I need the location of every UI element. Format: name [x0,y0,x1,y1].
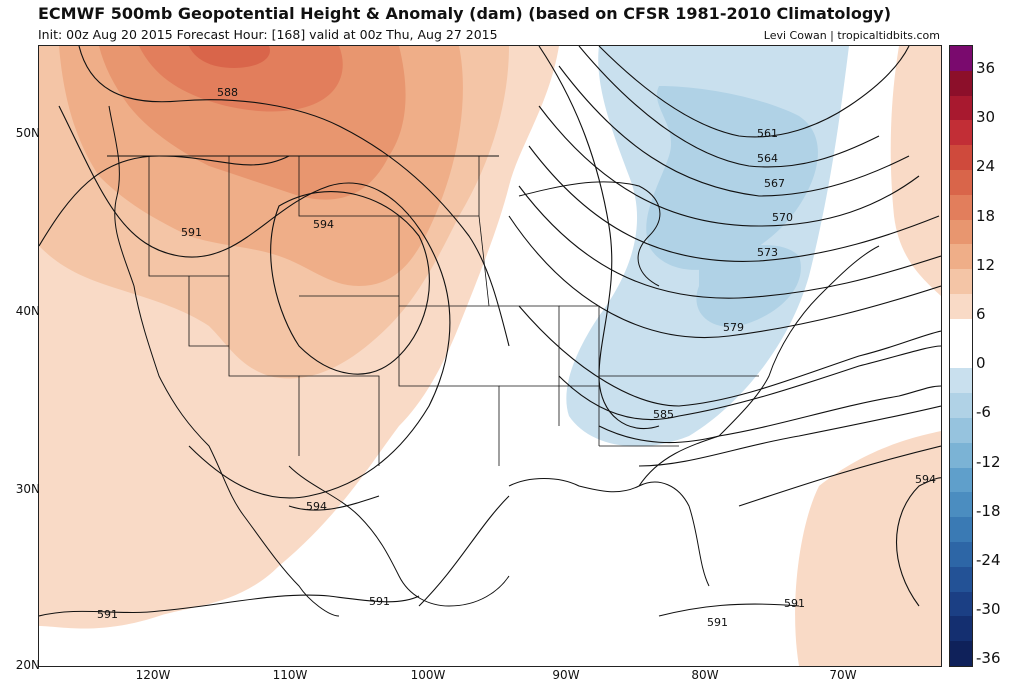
lon-label: 90W [552,668,580,682]
negative-anomaly-shading [566,46,849,447]
lat-label: 30N [15,482,40,496]
contour-label: 588 [217,86,238,99]
forecast-info: Init: 00z Aug 20 2015 Forecast Hour: [16… [38,27,498,42]
colorbar-label: 12 [976,255,996,274]
colorbar-label: -36 [976,649,1001,668]
colorbar-segment [950,492,972,518]
contour-label: 561 [757,127,778,140]
colorbar-segment [950,120,972,146]
contour-label: 591 [97,608,118,621]
colorbar-label: 24 [976,157,996,176]
colorbar-segment [950,219,972,245]
contour-label: 591 [784,597,805,610]
height-contours [39,46,941,617]
colorbar-label: -18 [976,501,1001,520]
colorbar-segment [950,318,972,344]
lon-label: 110W [272,668,308,682]
map-panel: 588 591 594 561 564 567 570 573 579 585 … [38,45,942,667]
colorbar-segment [950,70,972,96]
colorbar-segment [950,517,972,542]
colorbar-segment [950,541,972,567]
coastlines [107,105,880,617]
map-svg: 588 591 594 561 564 567 570 573 579 585 … [39,46,941,666]
colorbar-segment [950,244,972,270]
colorbar-label: -24 [976,551,1001,570]
colorbar-label: -6 [976,403,991,422]
contour-label: 564 [757,152,778,165]
contour-label: 594 [306,500,327,513]
colorbar [949,45,973,667]
colorbar-segment [950,591,972,617]
colorbar-label: 18 [976,206,996,225]
lat-label: 50N [15,126,40,140]
contour-label: 585 [653,408,674,421]
lat-label: 20N [15,658,40,672]
colorbar-segment [950,194,972,220]
colorbar-segment [950,95,972,121]
colorbar-segment [950,566,972,592]
contour-label: 579 [723,321,744,334]
contour-label: 594 [313,218,334,231]
colorbar-label: -12 [976,452,1001,471]
contour-label: 570 [772,211,793,224]
contour-label: 594 [915,473,936,486]
colorbar-segment [950,368,972,394]
lat-label: 40N [15,304,40,318]
colorbar-segment [950,145,972,170]
colorbar-segment [950,169,972,195]
contour-label: 591 [181,226,202,239]
colorbar-segment [950,417,972,443]
colorbar-label: 6 [976,305,986,324]
contour-label: 591 [707,616,728,629]
colorbar-segment [950,46,972,71]
colorbar-segment [950,616,972,642]
lon-label: 100W [410,668,446,682]
contour-labels: 588 591 594 561 564 567 570 573 579 585 … [97,86,936,629]
colorbar-segment [950,442,972,468]
lon-label: 70W [829,668,857,682]
positive-anomaly-shading [39,46,941,666]
contour-label: 573 [757,246,778,259]
chart-title: ECMWF 500mb Geopotential Height & Anomal… [38,4,892,23]
colorbar-label: -30 [976,600,1001,619]
lon-label: 80W [691,668,719,682]
colorbar-segment [950,393,972,418]
lon-label: 120W [135,668,171,682]
colorbar-segment [950,467,972,493]
contour-label: 591 [369,595,390,608]
colorbar-segment [950,343,972,369]
colorbar-label: 0 [976,354,986,373]
colorbar-segment [950,641,972,666]
colorbar-label: 30 [976,108,996,127]
contour-label: 567 [764,177,785,190]
credit-text: Levi Cowan | tropicaltidbits.com [763,29,940,42]
colorbar-label: 36 [976,59,996,77]
colorbar-segment [950,269,972,294]
colorbar-segment [950,293,972,319]
